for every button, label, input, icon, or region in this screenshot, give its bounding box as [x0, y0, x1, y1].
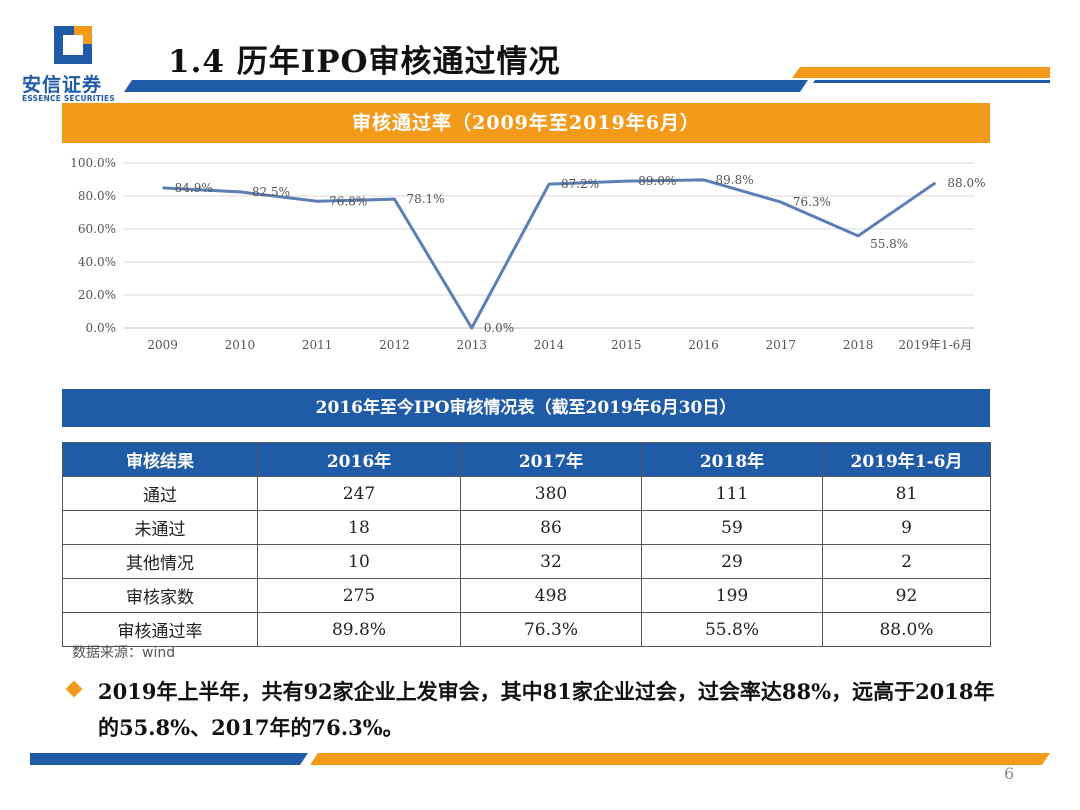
- table-cell: 9: [822, 510, 991, 545]
- page-title: 1.4 历年IPO审核通过情况: [168, 44, 561, 80]
- y-tick-label: 40.0%: [78, 255, 116, 269]
- x-tick-label: 2009: [147, 338, 178, 352]
- table-cell: 其他情况: [62, 544, 258, 579]
- diamond-bullet-icon: [65, 680, 83, 698]
- footer-decoration: [30, 753, 1050, 765]
- pass-rate-line-chart: 0.0% 20.0% 40.0% 60.0% 80.0% 100.0% 2009 2010 20…: [70, 156, 985, 352]
- table-cell: 76.3%: [460, 612, 642, 647]
- table-row: 其他情况 10 32 29 2: [62, 544, 991, 579]
- data-label: 87.2%: [561, 177, 599, 191]
- table-cell: 审核通过率: [62, 612, 258, 647]
- table-cell: 111: [641, 476, 823, 511]
- y-tick-label: 0.0%: [86, 321, 117, 335]
- table-cell: 380: [460, 476, 642, 511]
- data-label: 55.8%: [870, 237, 908, 251]
- series-line: [162, 178, 937, 330]
- table-cell: 55.8%: [641, 612, 823, 647]
- company-logo: 安信证券 ESSENCE SECURITIES: [22, 20, 132, 104]
- table-header: 2016年至今IPO审核情况表（截至2019年6月30日）: [62, 389, 990, 427]
- table-cell: 审核家数: [62, 578, 258, 613]
- data-label: 76.8%: [329, 194, 367, 208]
- table-cell: 89.8%: [257, 612, 461, 647]
- table-cell: 247: [257, 476, 461, 511]
- column-header: 2017年: [460, 442, 642, 477]
- table-cell: 88.0%: [822, 612, 991, 647]
- table-header-row: 审核结果 2016年 2017年 2018年 2019年1-6月: [62, 442, 991, 477]
- column-header: 2018年: [641, 442, 823, 477]
- table-cell: 275: [257, 578, 461, 613]
- x-tick-label: 2016: [688, 338, 719, 352]
- summary-text: 2019年上半年，共有92家企业上发审会，其中81家企业过会，过会率达88%，远…: [98, 679, 995, 740]
- table-cell: 86: [460, 510, 642, 545]
- data-label: 89.0%: [638, 174, 676, 188]
- table-cell: 59: [641, 510, 823, 545]
- data-label: 89.8%: [716, 173, 754, 187]
- x-tick-label: 2011: [302, 338, 333, 352]
- x-tick-label: 2010: [225, 338, 256, 352]
- table-cell: 29: [641, 544, 823, 579]
- y-tick-label: 80.0%: [78, 189, 116, 203]
- data-label: 0.0%: [484, 321, 515, 335]
- x-tick-label: 2012: [379, 338, 410, 352]
- table-cell: 92: [822, 578, 991, 613]
- table-cell: 未通过: [62, 510, 258, 545]
- table-row: 审核家数 275 498 199 92: [62, 578, 991, 613]
- column-header: 2016年: [257, 442, 461, 477]
- table-cell: 81: [822, 476, 991, 511]
- logo-name-en: ESSENCE SECURITIES: [22, 94, 115, 103]
- column-header: 审核结果: [62, 442, 258, 477]
- data-label: 82.5%: [252, 185, 290, 199]
- data-label: 76.3%: [793, 195, 831, 209]
- x-tick-label: 2018: [843, 338, 874, 352]
- column-header: 2019年1-6月: [822, 442, 991, 477]
- table-row: 审核通过率 89.8% 76.3% 55.8% 88.0%: [62, 612, 991, 647]
- table-cell: 通过: [62, 476, 258, 511]
- page-number: 6: [1004, 764, 1015, 783]
- data-label: 84.9%: [175, 181, 213, 195]
- table-cell: 199: [641, 578, 823, 613]
- data-label: 88.0%: [947, 176, 985, 190]
- data-label: 78.1%: [406, 192, 444, 206]
- table-cell: 10: [257, 544, 461, 579]
- y-tick-label: 20.0%: [78, 288, 116, 302]
- table-cell: 18: [257, 510, 461, 545]
- x-tick-label: 2014: [534, 338, 565, 352]
- table-row: 未通过 18 86 59 9: [62, 510, 991, 545]
- table-cell: 32: [460, 544, 642, 579]
- ipo-review-table: 审核结果 2016年 2017年 2018年 2019年1-6月 通过 247 …: [62, 442, 991, 647]
- x-tick-label: 2015: [611, 338, 642, 352]
- x-tick-label: 2013: [456, 338, 487, 352]
- y-tick-label: 60.0%: [78, 222, 116, 236]
- logo-mark-icon: [54, 26, 92, 64]
- chart-header: 审核通过率（2009年至2019年6月）: [62, 103, 990, 143]
- y-tick-label: 100.0%: [70, 156, 116, 170]
- x-tick-label: 2019年1-6月: [898, 338, 972, 352]
- title-underline-decoration: [124, 67, 1050, 92]
- table-cell: 498: [460, 578, 642, 613]
- data-source-note: 数据来源：wind: [72, 645, 176, 661]
- table-cell: 2: [822, 544, 991, 579]
- table-row: 通过 247 380 111 81: [62, 476, 991, 511]
- logo-name-cn: 安信证券: [22, 74, 103, 96]
- x-tick-label: 2017: [766, 338, 797, 352]
